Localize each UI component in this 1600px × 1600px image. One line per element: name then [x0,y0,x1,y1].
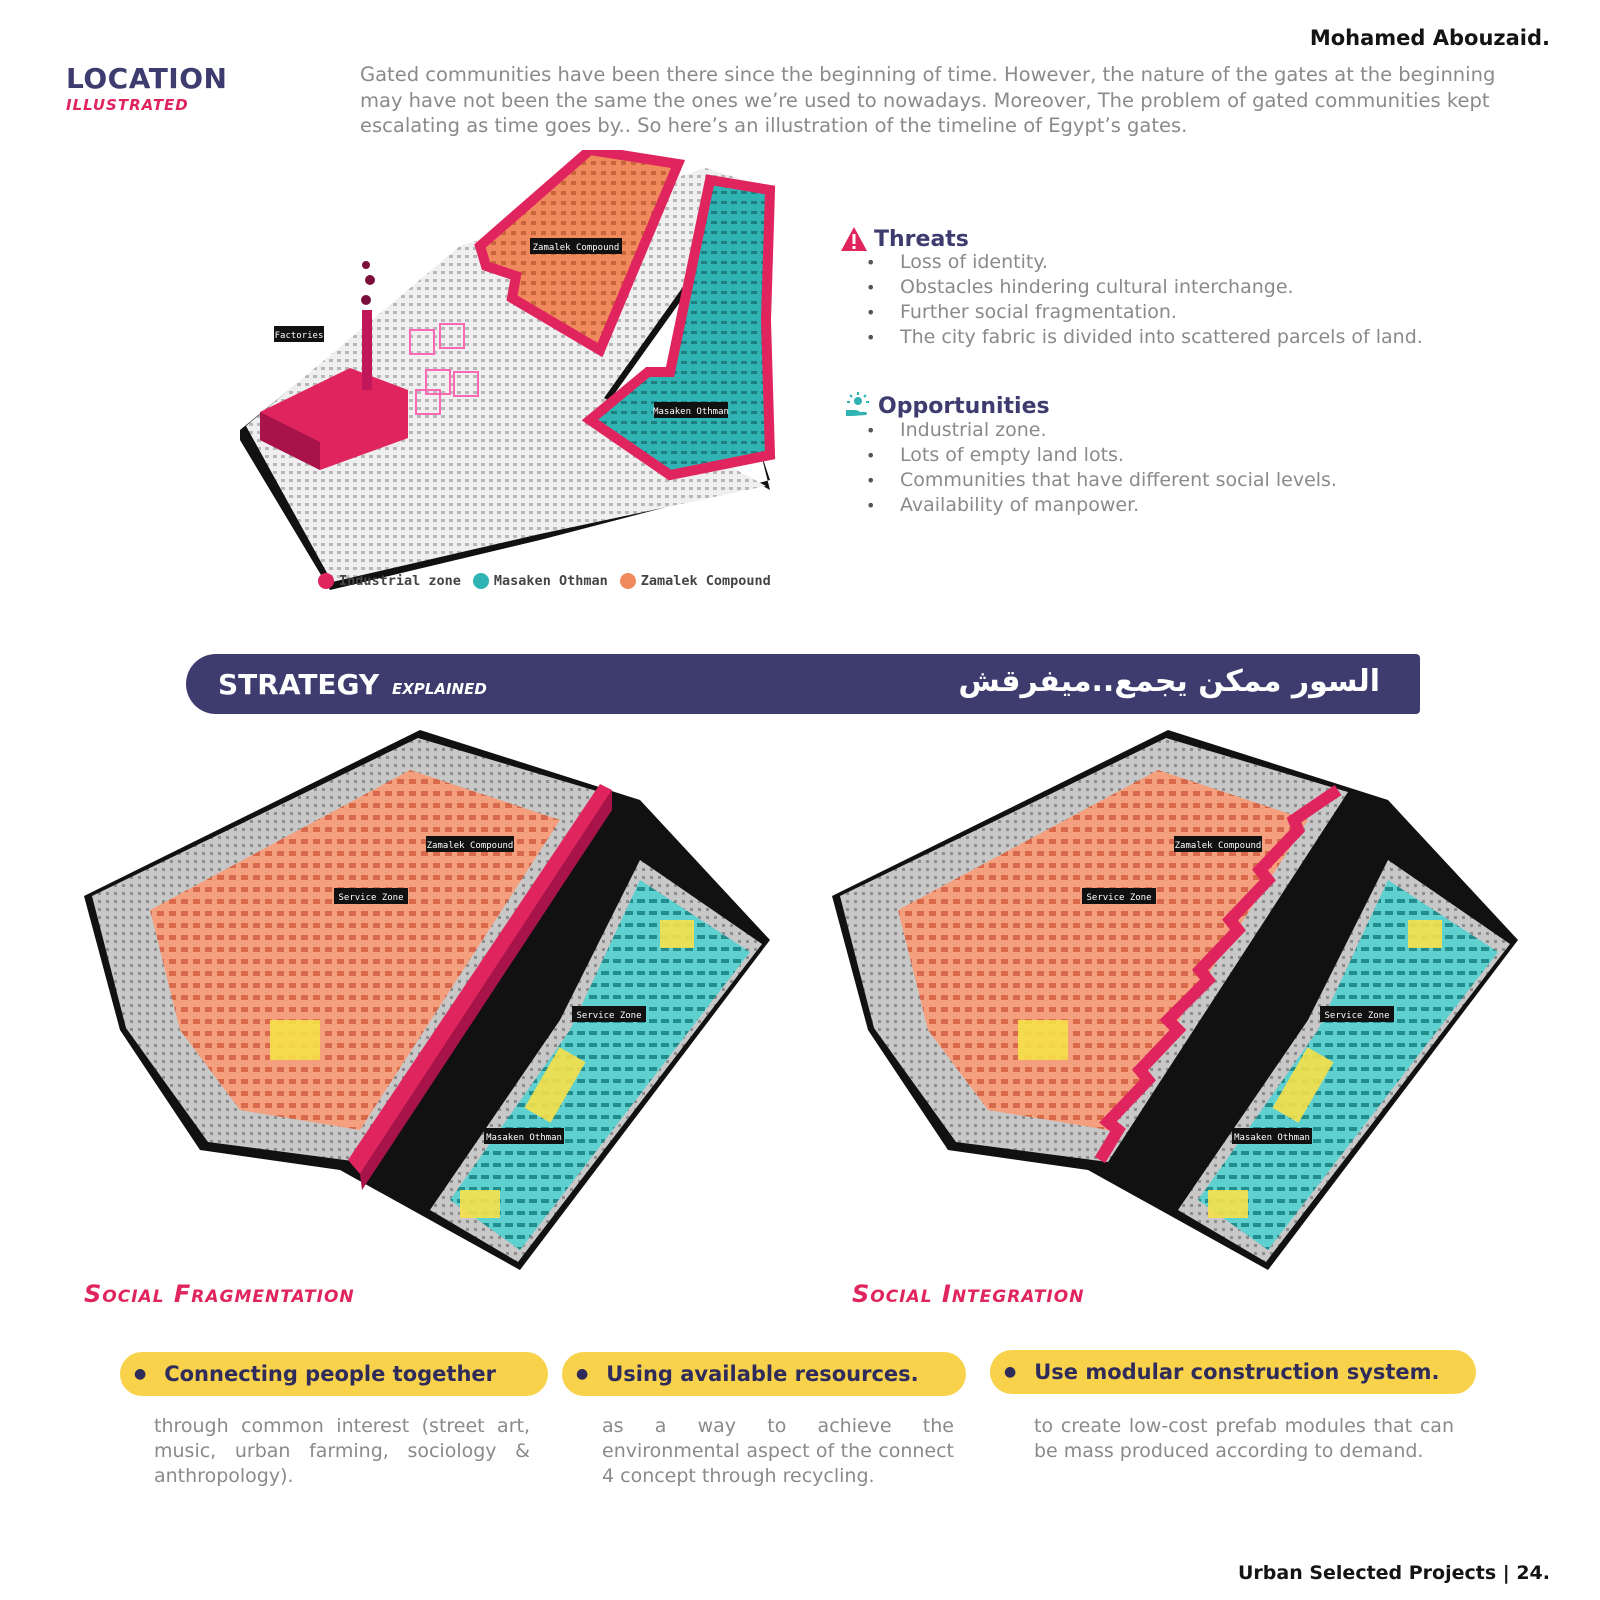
opportunity-item: Communities that have different social l… [864,468,1484,493]
strategy-title: STRATEGY [218,668,380,701]
threat-item: Further social fragmentation. [864,300,1484,325]
pill-title: Using available resources. [606,1362,919,1386]
caption-fragmentation: Social Fragmentation [84,1280,355,1308]
svg-text:Masaken Othman: Masaken Othman [1234,1133,1310,1143]
pill-title: Use modular construction system. [1034,1360,1440,1384]
service-zones [270,920,694,1218]
strategy-arabic-slogan: السور ممكن يجمع..ميفرقش [958,664,1380,699]
modular-wall [1094,785,1342,1164]
integration-map: Zamalek Compound Service Zone Service Zo… [832,730,1518,1270]
opportunity-item: Industrial zone. [864,418,1484,443]
threats-title: Threats [874,226,969,252]
threats-list: Loss of identity. Obstacles hindering cu… [864,250,1484,350]
threat-item: The city fabric is divided into scattere… [864,325,1484,350]
strategy-banner [186,654,1420,714]
page-footer: Urban Selected Projects | 24. [1237,1562,1550,1584]
location-map: Factories Zamalek Compound Masaken Othma… [240,150,776,590]
opportunity-item: Lots of empty land lots. [864,443,1484,468]
svg-text:Zamalek Compound: Zamalek Compound [1175,841,1262,851]
service-zones [1018,920,1442,1218]
label-zamalek-left: Zamalek Compound [426,836,514,852]
section-subtitle: ILLUSTRATED [66,96,189,114]
magenta-wall [348,784,612,1174]
svg-text:Factories: Factories [275,331,324,341]
label-factories: Factories [274,326,324,342]
warning-icon [841,227,867,251]
legend-item-industrial: Industrial zone [318,573,461,589]
label-service-left-2: Service Zone [572,1006,646,1022]
pill-title: Connecting people together [164,1362,496,1386]
label-service-right-1: Service Zone [1082,888,1156,904]
author-name: Mohamed Abouzaid. [1309,26,1550,50]
section-title: LOCATION [66,62,228,95]
svg-text:Masaken Othman: Masaken Othman [486,1133,562,1143]
svg-text:Service Zone: Service Zone [1324,1011,1389,1021]
pill-connecting-people: ● Connecting people together [120,1352,548,1396]
threat-item: Loss of identity. [864,250,1484,275]
svg-text:Masaken Othman: Masaken Othman [653,407,729,417]
label-zamalek-right: Zamalek Compound [1174,836,1262,852]
svg-text:Zamalek Compound: Zamalek Compound [427,841,514,851]
pill-available-resources: ● Using available resources. [562,1352,966,1396]
chimney [362,310,372,390]
pink-cubes [409,323,479,415]
pill-modular-construction: ● Use modular construction system. [990,1350,1476,1394]
label-service-left-1: Service Zone [334,888,408,904]
opportunity-item: Availability of manpower. [864,493,1484,518]
opportunities-heading: Opportunities [844,392,1050,420]
pill-description: as a way to achieve the environmental as… [602,1415,954,1487]
smoke [361,295,371,305]
label-service-right-2: Service Zone [1320,1006,1394,1022]
threat-item: Obstacles hindering cultural interchange… [864,275,1484,300]
threats-heading: Threats [840,226,969,252]
label-masaken: Masaken Othman [653,402,729,418]
label-zamalek: Zamalek Compound [530,238,622,254]
hand-sun-icon [846,392,869,416]
legend-item-zamalek: Zamalek Compound [619,573,771,589]
legend-item-masaken: Masaken Othman [472,573,608,589]
svg-text:Service Zone: Service Zone [1086,893,1151,903]
svg-text:Service Zone: Service Zone [338,893,403,903]
svg-text:Zamalek Compound: Zamalek Compound [533,243,620,253]
smoke [362,261,370,269]
label-masaken-left: Masaken Othman [484,1128,564,1144]
label-masaken-right: Masaken Othman [1232,1128,1312,1144]
pill-description: to create low-cost prefab modules that c… [1034,1415,1454,1462]
svg-text:Service Zone: Service Zone [576,1011,641,1021]
opportunities-list: Industrial zone. Lots of empty land lots… [864,418,1484,518]
map-legend: Industrial zone Masaken Othman Zamalek C… [318,573,771,589]
intro-paragraph: Gated communities have been there since … [360,63,1496,137]
industrial-side [260,412,320,470]
smoke [365,275,375,285]
strategy-subtitle: EXPLAINED [392,680,487,698]
strategy-maps: Zamalek Compound Service Zone Service Zo… [84,730,1518,1270]
fragmentation-map: Zamalek Compound Service Zone Service Zo… [84,730,770,1270]
opportunities-title: Opportunities [878,393,1050,419]
pill-description: through common interest (street art, mus… [154,1415,530,1487]
masaken-zone [581,174,776,481]
caption-integration: Social Integration [852,1280,1085,1308]
